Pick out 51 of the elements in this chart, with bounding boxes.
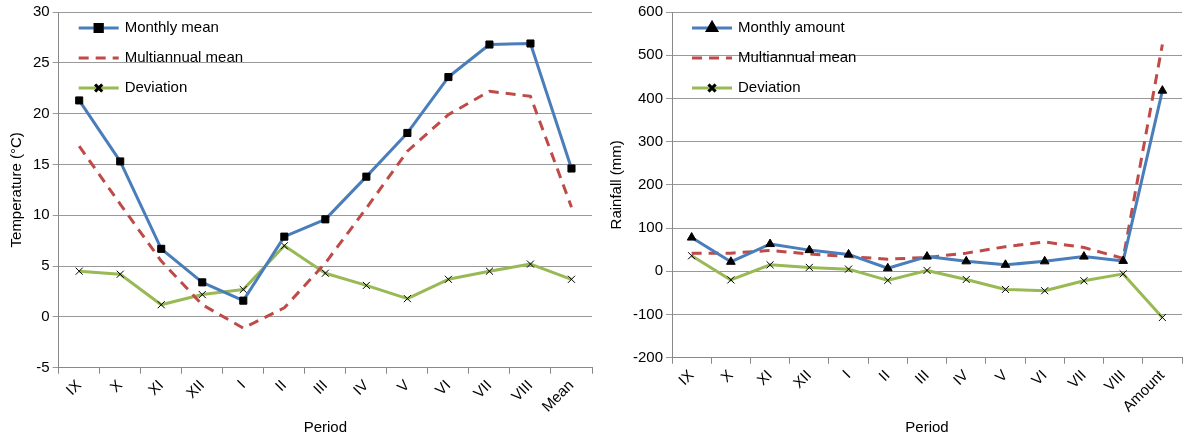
x-tick-label: VIII xyxy=(507,376,536,405)
y-tick-label: 20 xyxy=(33,103,50,121)
y-tick-label: -100 xyxy=(632,304,664,322)
x-axis-title: Period xyxy=(905,418,949,436)
x-tick-label: X xyxy=(716,366,736,386)
y-tick-label: 300 xyxy=(637,131,664,149)
x-tick-label: I xyxy=(233,376,249,392)
y-tick-label: 500 xyxy=(637,45,664,63)
y-axis-title: Rainfall (mm) xyxy=(607,140,625,230)
x-tick-label: VII xyxy=(469,376,495,402)
x-tick-label: IX xyxy=(674,366,697,389)
y-tick-label: 15 xyxy=(33,154,50,172)
x-tick-label: V xyxy=(393,376,413,396)
x-tick-label: XI xyxy=(144,376,167,399)
x-tick-label: VI xyxy=(431,376,454,399)
x-tick-label: II xyxy=(271,376,290,395)
y-tick-label: 200 xyxy=(637,175,664,192)
y-tick-label: 25 xyxy=(33,52,50,70)
x-tick-label: I xyxy=(838,366,854,382)
x-tick-label: IV xyxy=(949,366,972,389)
y-tick-label: 5 xyxy=(41,256,50,274)
y-tick-label: 30 xyxy=(33,2,50,20)
x-tick-label: XI xyxy=(753,366,776,389)
y-tick-label: 10 xyxy=(33,205,50,223)
x-tick-label: V xyxy=(991,366,1011,386)
x-tick-label: III xyxy=(911,366,933,387)
y-tick-label: 400 xyxy=(637,88,664,106)
x-tick-label: VIII xyxy=(1100,366,1129,395)
legend-label: Multiannual mean xyxy=(124,48,244,66)
x-tick-label: III xyxy=(309,376,331,397)
x-tick-label: IV xyxy=(349,376,372,399)
y-tick-label: 100 xyxy=(637,218,664,236)
legend-label: Multiannual mean xyxy=(738,48,857,66)
x-tick-label: XII xyxy=(182,376,208,402)
legend-label: Monthly amount xyxy=(738,18,846,36)
x-tick-label: X xyxy=(106,376,126,396)
y-tick-label: 0 xyxy=(41,307,50,325)
legend-label: Monthly mean xyxy=(124,18,219,36)
y-tick-label: -5 xyxy=(36,357,50,375)
legend-label: Deviation xyxy=(738,78,801,96)
x-tick-label: IX xyxy=(62,376,85,399)
x-axis-title: Period xyxy=(303,418,348,436)
y-axis-title: Temperature (°C) xyxy=(7,132,25,248)
x-tick-label: XII xyxy=(789,366,815,392)
y-tick-label: 600 xyxy=(637,2,664,20)
x-tick-label: II xyxy=(874,366,893,385)
y-tick-label: -200 xyxy=(632,347,664,365)
x-tick-label: VII xyxy=(1063,366,1089,392)
legend-label: Deviation xyxy=(124,78,188,96)
x-tick-label: VI xyxy=(1027,366,1050,389)
y-tick-label: 0 xyxy=(654,261,664,279)
